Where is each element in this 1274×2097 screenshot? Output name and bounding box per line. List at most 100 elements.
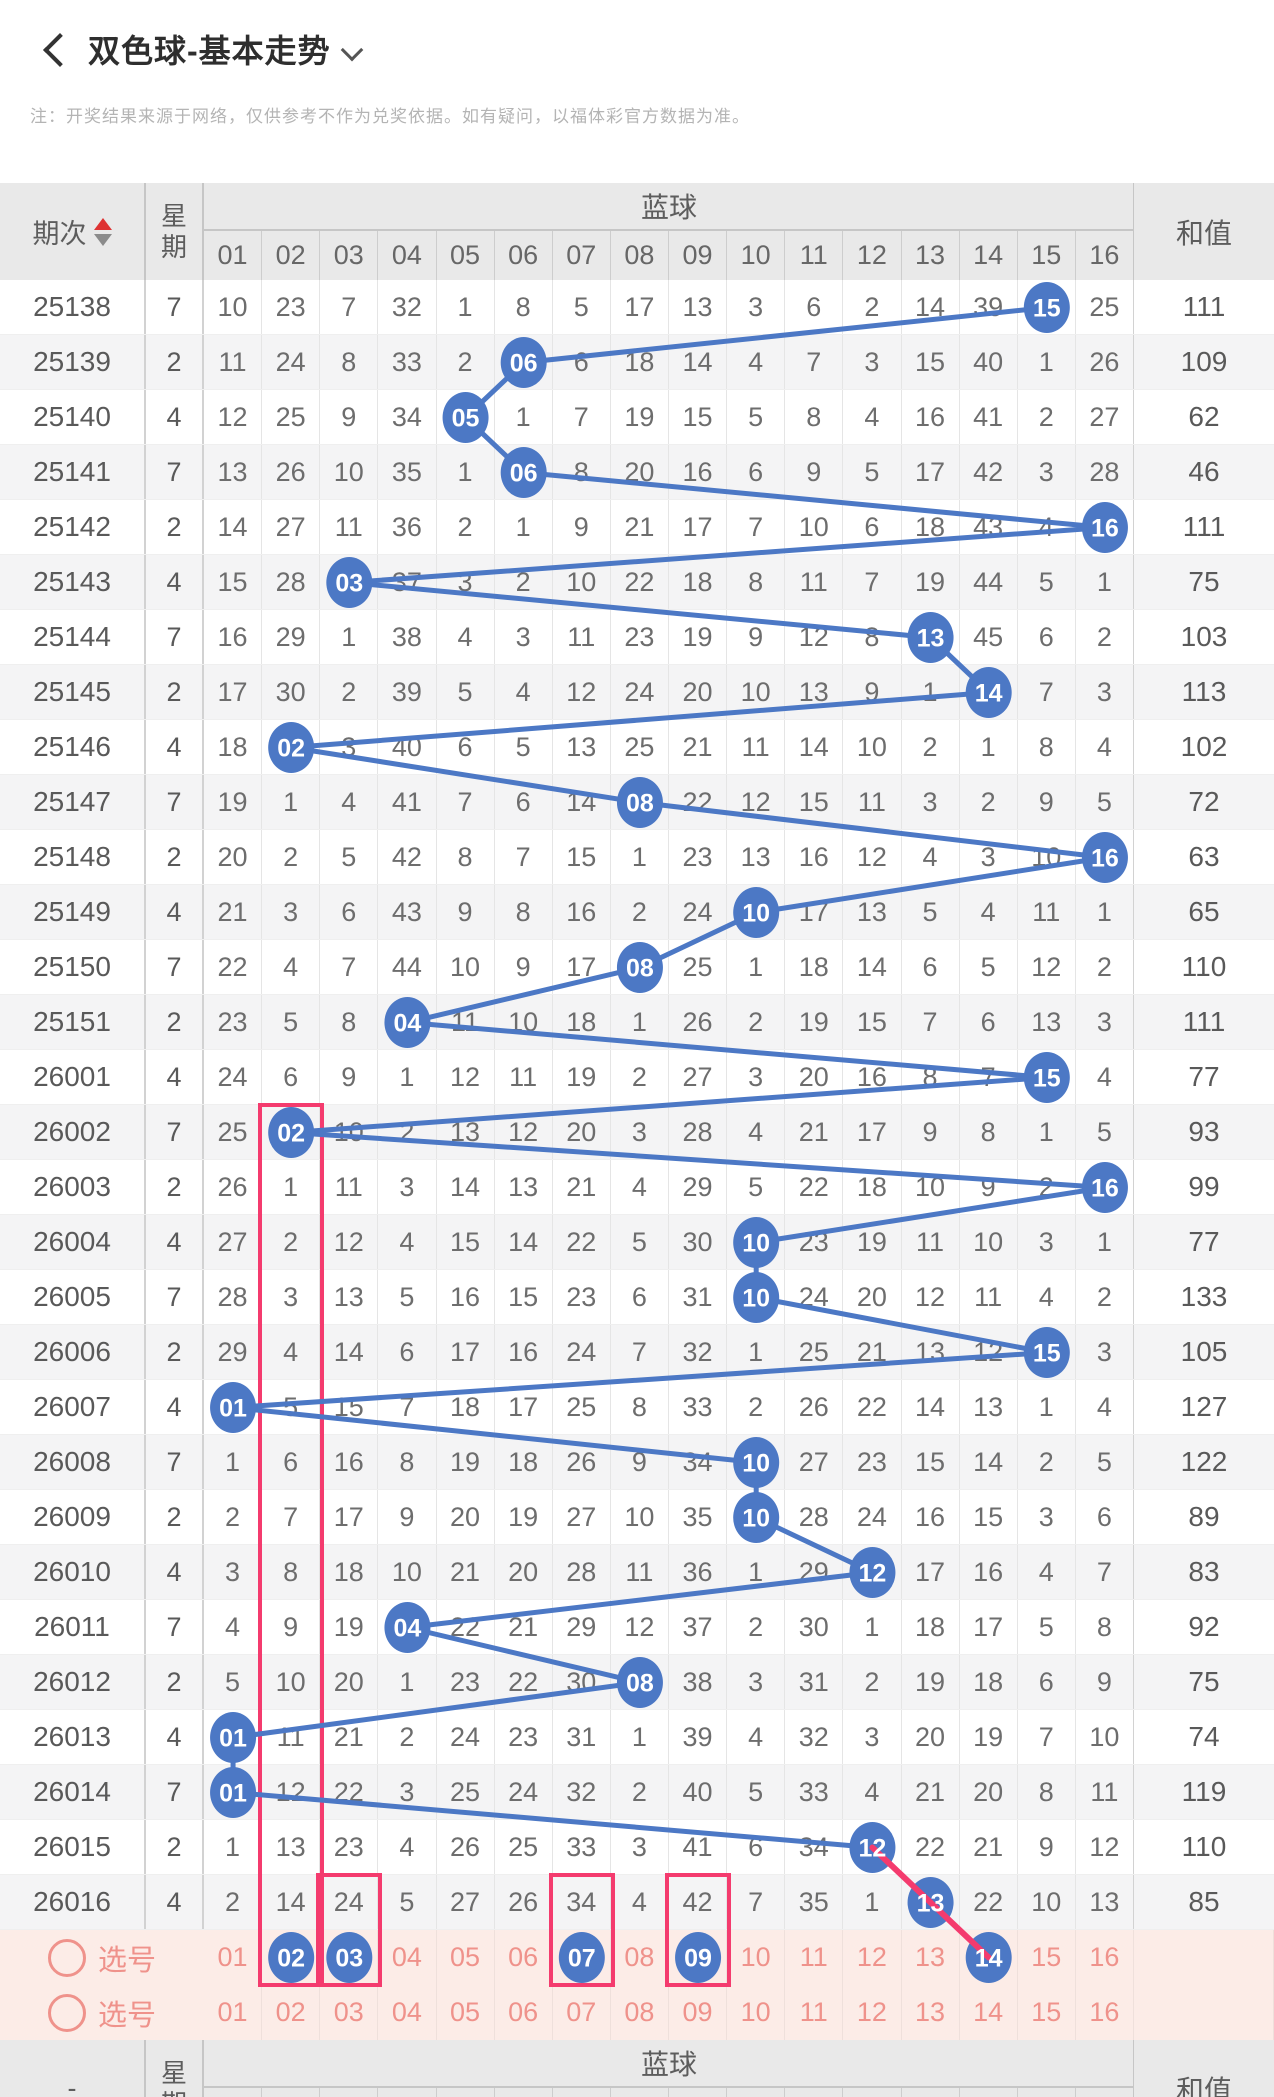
selectable-ball-08[interactable]: 08 [611, 1985, 669, 2040]
selectable-ball-14[interactable] [960, 1930, 1018, 1985]
miss-count-cell: 43 [378, 885, 437, 939]
miss-count-cell: 5 [378, 1875, 437, 1929]
selectable-ball-09[interactable]: 09 [669, 1985, 728, 2040]
drawn-ball-cell [204, 1765, 263, 1819]
miss-count-cell: 36 [669, 1545, 728, 1599]
ball-column-header: 05 [437, 2088, 495, 2097]
miss-count-cell: 24 [669, 885, 728, 939]
miss-count-cell: 21 [785, 1105, 844, 1159]
selectable-ball-10[interactable]: 10 [727, 1930, 786, 1985]
miss-count-cell: 22 [320, 1765, 379, 1819]
miss-count-cell: 8 [262, 1545, 321, 1599]
select-circle-icon[interactable] [47, 1993, 86, 2032]
miss-count-cell: 6 [902, 940, 960, 994]
selectable-ball-03[interactable] [320, 1930, 379, 1985]
miss-count-cell: 37 [378, 555, 437, 609]
miss-count-cell: 40 [378, 720, 437, 774]
back-button[interactable] [40, 30, 80, 70]
selectable-ball-01[interactable]: 01 [204, 1985, 263, 2040]
ball-column-header: 13 [902, 2088, 960, 2097]
selectable-ball-05[interactable]: 05 [437, 1930, 495, 1985]
selectable-ball-12[interactable]: 12 [843, 1930, 902, 1985]
selectable-ball-06[interactable]: 06 [495, 1985, 553, 2040]
selectable-ball-13[interactable]: 13 [902, 1930, 960, 1985]
selectable-ball-01[interactable]: 01 [204, 1930, 263, 1985]
miss-count-cell: 8 [960, 1105, 1018, 1159]
miss-count-cell: 3 [843, 1710, 902, 1764]
selectable-ball-09[interactable] [669, 1930, 728, 1985]
miss-count-cell: 18 [843, 1160, 902, 1214]
selectable-ball-02[interactable] [262, 1930, 321, 1985]
miss-count-cell: 12 [495, 1105, 553, 1159]
miss-count-cell: 8 [495, 280, 553, 334]
selectable-ball-15[interactable]: 15 [1018, 1930, 1076, 1985]
selectable-ball-16[interactable]: 16 [1076, 1985, 1134, 2040]
miss-count-cell: 16 [204, 610, 263, 664]
trend-row: 26007 4 5 15 7 18 17 25 8 33 2 26 22 14 13 1 4 127 [0, 1380, 1274, 1435]
trend-row: 26004 4 27 2 12 4 15 14 22 5 30 23 19 11 10 3 1 77 [0, 1215, 1274, 1270]
period-cell: 25145 [0, 665, 146, 719]
miss-count-cell: 4 [495, 665, 553, 719]
blue-ball-group-header: 蓝球 [204, 2040, 1134, 2088]
selectable-ball-08[interactable]: 08 [611, 1930, 669, 1985]
miss-count-cell: 5 [262, 995, 321, 1049]
miss-count-cell: 2 [902, 720, 960, 774]
selectable-ball-15[interactable]: 15 [1018, 1985, 1076, 2040]
period-cell: 25140 [0, 390, 146, 444]
page-title[interactable]: 双色球-基本走势 [88, 33, 331, 69]
miss-count-cell: 25 [1076, 280, 1134, 334]
sum-cell: 46 [1133, 445, 1274, 499]
title-dropdown[interactable] [338, 36, 368, 66]
selectable-ball-13[interactable]: 13 [902, 1985, 960, 2040]
miss-count-cell: 5 [1018, 555, 1076, 609]
miss-count-cell: 26 [437, 1820, 495, 1874]
week-cell: 7 [146, 610, 204, 664]
miss-count-cell: 23 [553, 1270, 611, 1324]
miss-count-cell: 30 [553, 1655, 611, 1709]
selectable-ball-14[interactable]: 14 [960, 1985, 1018, 2040]
week-cell: 2 [146, 1490, 204, 1544]
miss-count-cell: 5 [727, 1765, 786, 1819]
selectable-ball-05[interactable]: 05 [437, 1985, 495, 2040]
sum-cell: 77 [1133, 1215, 1274, 1269]
miss-count-cell: 6 [727, 445, 786, 499]
selectable-ball-11[interactable]: 11 [785, 1930, 844, 1985]
drawn-ball-cell [727, 1270, 786, 1324]
miss-count-cell: 3 [727, 1050, 786, 1104]
period-column-header-sort[interactable]: 期次 [0, 183, 146, 280]
selectable-ball-06[interactable]: 06 [495, 1930, 553, 1985]
selectable-ball-03[interactable]: 03 [320, 1985, 379, 2040]
drawn-ball-cell [204, 1710, 263, 1764]
drawn-ball-cell [902, 610, 960, 664]
period-column-header-sort[interactable]: - [0, 2040, 146, 2097]
selectable-ball-16[interactable]: 16 [1076, 1930, 1134, 1985]
miss-count-cell: 9 [785, 445, 844, 499]
week-cell: 7 [146, 445, 204, 499]
selectable-ball-04[interactable]: 04 [378, 1985, 437, 2040]
miss-count-cell: 19 [320, 1600, 379, 1654]
selectable-ball-07[interactable]: 07 [553, 1985, 611, 2040]
selectable-ball-04[interactable]: 04 [378, 1930, 437, 1985]
selectable-ball-12[interactable]: 12 [843, 1985, 902, 2040]
select-circle-icon[interactable] [47, 1938, 86, 1977]
ball-column-header: 07 [553, 231, 611, 280]
miss-count-cell: 13 [495, 1160, 553, 1214]
miss-count-cell: 24 [495, 1765, 553, 1819]
sum-cell: 89 [1133, 1490, 1274, 1544]
miss-count-cell: 4 [1076, 720, 1134, 774]
miss-count-cell: 14 [843, 940, 902, 994]
selectable-ball-11[interactable]: 11 [785, 1985, 844, 2040]
ball-column-header: 15 [1018, 2088, 1076, 2097]
week-cell: 4 [146, 1710, 204, 1764]
miss-count-cell: 15 [960, 1490, 1018, 1544]
miss-count-cell: 32 [669, 1325, 728, 1379]
miss-count-cell: 18 [320, 1545, 379, 1599]
miss-count-cell: 1 [611, 1710, 669, 1764]
selectable-ball-07[interactable] [553, 1930, 611, 1985]
miss-count-cell: 10 [960, 1215, 1018, 1269]
selectable-ball-02[interactable]: 02 [262, 1985, 321, 2040]
miss-count-cell: 32 [553, 1765, 611, 1819]
selectable-ball-10[interactable]: 10 [727, 1985, 786, 2040]
trend-row: 26015 2 1 13 23 4 26 25 33 3 41 6 34 22 21 9 12 110 [0, 1820, 1274, 1875]
